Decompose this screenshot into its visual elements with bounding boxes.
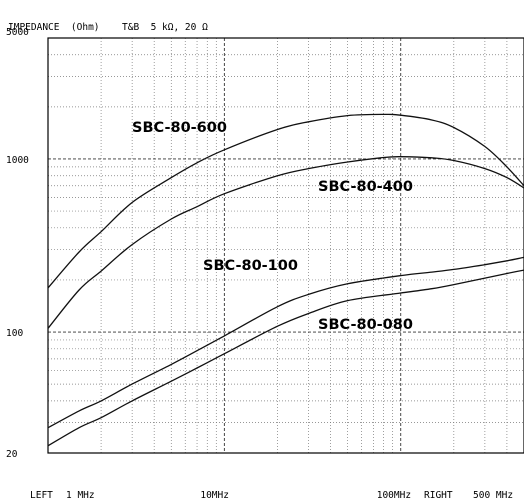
series-line-sbc-80-600 <box>48 113 524 289</box>
x-axis-right-label: RIGHT <box>424 490 453 501</box>
series-label-sbc-80-080: SBC-80-080 <box>318 317 413 333</box>
series-line-sbc-80-400 <box>48 156 524 329</box>
y-tick-label: 20 <box>6 449 18 460</box>
series-line-sbc-80-080 <box>48 269 524 447</box>
series-line-sbc-80-100 <box>48 256 524 429</box>
x-tick-label: 1 MHz <box>66 490 95 501</box>
minor-grid <box>48 38 524 453</box>
chart-settings: T&B 5 kΩ, 20 Ω <box>122 22 208 33</box>
x-tick-label: 500 MHz <box>473 490 513 501</box>
x-tick-label: 10MHz <box>200 490 229 501</box>
series-labels: SBC-80-600 SBC-80-400 SBC-80-100 SBC-80-080 <box>132 120 413 333</box>
y-tick-labels: 5000 1000 100 20 <box>6 27 29 460</box>
series-label-sbc-80-400: SBC-80-400 <box>318 179 413 195</box>
curves <box>48 113 524 447</box>
series-label-sbc-80-600: SBC-80-600 <box>132 120 227 136</box>
x-axis-left-label: LEFT <box>30 490 53 501</box>
y-tick-label: 5000 <box>6 27 29 38</box>
plot-frame <box>47 37 524 454</box>
x-tick-label: 100MHz <box>377 490 411 501</box>
y-tick-label: 100 <box>6 328 23 339</box>
y-tick-label: 1000 <box>6 155 29 166</box>
x-tick-labels: 1 MHz 10MHz 100MHz 500 MHz <box>66 490 513 501</box>
chart-title: IMPEDANCE (Ohm) <box>8 22 100 33</box>
series-label-sbc-80-100: SBC-80-100 <box>203 258 298 274</box>
